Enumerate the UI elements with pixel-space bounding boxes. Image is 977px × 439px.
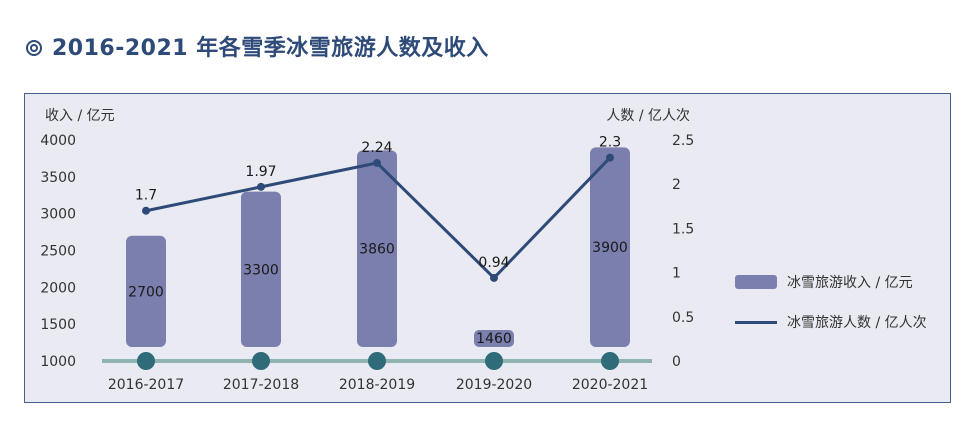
legend-swatch-bar <box>735 275 777 289</box>
x-tick-label: 2020-2021 <box>572 377 648 393</box>
chart-frame <box>24 93 951 403</box>
bullet-ring-icon <box>26 40 42 56</box>
y-axis-right-label: 人数 / 亿人次 <box>606 108 690 124</box>
visitors-value-label: 2.3 <box>599 135 621 151</box>
visitors-point <box>606 153 614 162</box>
bar-revenue <box>241 191 281 347</box>
legend-label-revenue: 冰雪旅游收入 / 亿元 <box>787 275 913 291</box>
category-marker <box>137 352 155 370</box>
y-left-tick-label: 3000 <box>40 207 76 223</box>
visitors-point <box>257 182 265 191</box>
bar-revenue <box>474 330 514 347</box>
bar-value-label: 3900 <box>592 240 628 256</box>
visitors-value-label: 1.97 <box>245 164 276 180</box>
bar-value-label: 1460 <box>476 331 512 347</box>
y-right-tick-label: 2.5 <box>672 133 694 149</box>
category-marker <box>485 352 503 370</box>
x-tick-label: 2016-2017 <box>108 377 184 393</box>
x-tick-label: 2019-2020 <box>456 377 532 393</box>
legend-swatch-line <box>735 320 777 324</box>
y-left-tick-label: 4000 <box>40 133 76 149</box>
x-tick-label: 2017-2018 <box>223 377 299 393</box>
y-axis-left-label: 收入 / 亿元 <box>45 108 115 124</box>
y-right-tick-label: 0.5 <box>672 310 694 326</box>
y-right-tick-label: 0 <box>672 354 681 370</box>
bar-revenue <box>590 147 630 347</box>
legend-item-visitors: 冰雪旅游人数 / 亿人次 <box>735 310 927 334</box>
y-left-tick-label: 3500 <box>40 170 76 186</box>
legend: 冰雪旅游收入 / 亿元 冰雪旅游人数 / 亿人次 <box>735 270 927 350</box>
visitors-point <box>373 158 381 167</box>
y-right-tick-label: 2 <box>672 177 681 193</box>
page-title: 2016-2021 年各雪季冰雪旅游人数及收入 <box>26 30 489 62</box>
category-marker <box>368 352 386 370</box>
visitors-value-label: 2.24 <box>361 140 392 156</box>
visitors-value-label: 1.7 <box>135 188 157 204</box>
y-right-tick-label: 1.5 <box>672 221 694 237</box>
y-left-tick-label: 1000 <box>40 354 76 370</box>
y-left-tick-label: 2000 <box>40 280 76 296</box>
bar-value-label: 3300 <box>243 262 279 278</box>
y-left-tick-label: 1500 <box>40 317 76 333</box>
bar-value-label: 2700 <box>128 284 164 300</box>
visitors-value-label: 0.94 <box>478 255 509 271</box>
bar-value-label: 3860 <box>359 242 395 258</box>
page-title-text: 2016-2021 年各雪季冰雪旅游人数及收入 <box>52 36 489 61</box>
y-left-tick-label: 2500 <box>40 244 76 260</box>
bar-revenue <box>357 150 397 347</box>
visitors-point <box>490 273 498 282</box>
category-marker <box>252 352 270 370</box>
category-marker <box>601 352 619 370</box>
y-right-tick-label: 1 <box>672 266 681 282</box>
bar-revenue <box>126 235 166 347</box>
x-tick-label: 2018-2019 <box>339 377 415 393</box>
legend-item-revenue: 冰雪旅游收入 / 亿元 <box>735 270 927 294</box>
visitors-point <box>142 206 150 215</box>
legend-label-visitors: 冰雪旅游人数 / 亿人次 <box>787 315 927 331</box>
